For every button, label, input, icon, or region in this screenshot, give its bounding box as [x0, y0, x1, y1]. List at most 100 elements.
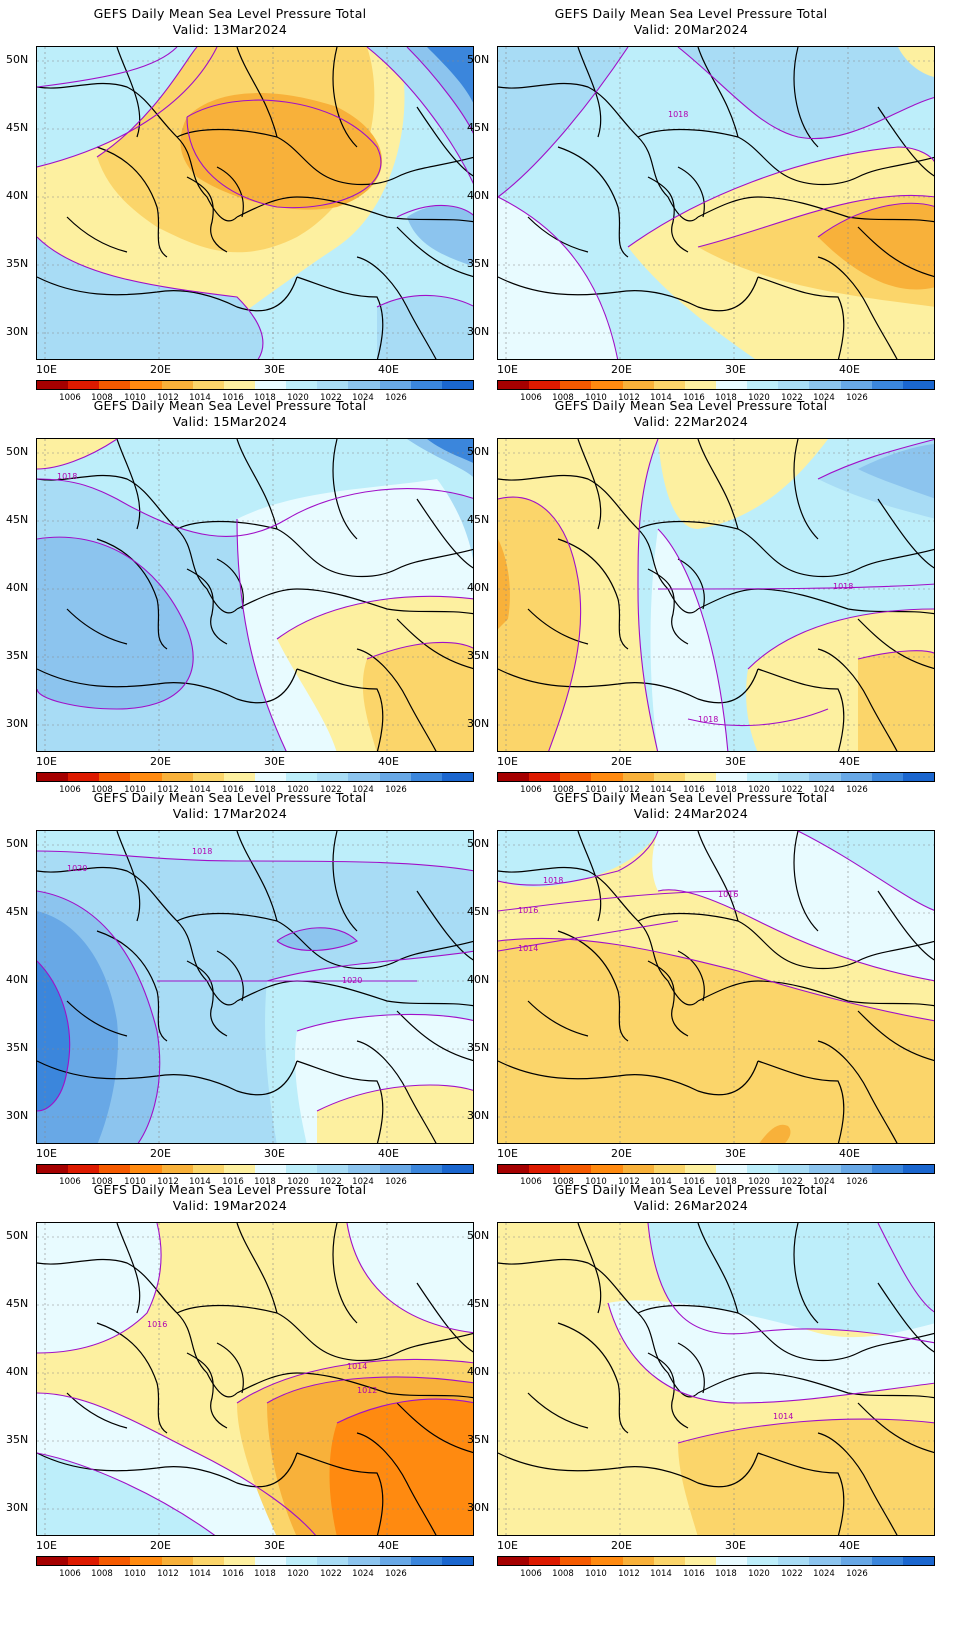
lon-label: 40E: [378, 1147, 399, 1160]
colorbar-swatch: [840, 773, 872, 781]
colorbar-label: 1018: [254, 393, 276, 403]
isobar-label: 1018: [668, 110, 688, 119]
coastline: [793, 439, 819, 540]
coastline: [66, 608, 128, 645]
panel-valid-date: Valid: 22Mar2024: [633, 414, 749, 429]
colorbar-swatch: [622, 1557, 654, 1565]
isobar-label: 1018: [543, 876, 563, 885]
colorbar-swatch: [591, 381, 623, 389]
colorbar-label: 1024: [352, 1569, 374, 1579]
colorbar-swatch: [68, 1165, 100, 1173]
colorbar-label: 1024: [352, 785, 374, 795]
colorbar: [497, 380, 935, 390]
coastline: [356, 1040, 437, 1143]
colorbar-label: 1014: [189, 393, 211, 403]
colorbar-label: 1006: [520, 1177, 542, 1187]
colorbar-swatch: [622, 381, 654, 389]
isobar-line: [817, 202, 934, 238]
lon-label: 10E: [36, 1539, 57, 1552]
colorbar-label: 1012: [618, 785, 640, 795]
colorbar-swatch: [809, 773, 841, 781]
pressure-map: [36, 46, 474, 360]
isobar-line: [37, 960, 71, 1112]
coastline: [416, 890, 473, 961]
colorbar-swatch: [498, 381, 530, 389]
lat-label: 45N: [467, 905, 490, 918]
colorbar-swatch: [715, 1557, 748, 1565]
colorbar-swatch: [809, 1165, 841, 1173]
coastline: [396, 618, 473, 670]
lat-label: 30N: [467, 1501, 490, 1514]
map-panel: GEFS Daily Mean Sea Level Pressure Total…: [0, 1176, 474, 1582]
lat-label: 40N: [6, 189, 29, 202]
coastline: [66, 1000, 128, 1037]
panel-valid-date: Valid: 19Mar2024: [172, 1198, 288, 1213]
isobar-label: 1012: [357, 1386, 377, 1395]
isobar-line: [37, 47, 218, 168]
isobar-label: 1014: [347, 1362, 367, 1371]
coastline: [356, 256, 437, 359]
isobar-line: [346, 1223, 473, 1334]
isobar-line: [37, 850, 473, 872]
coastline: [176, 1304, 473, 1362]
colorbar-swatch: [560, 1557, 592, 1565]
colorbar: [36, 1556, 474, 1566]
lon-label: 30E: [725, 363, 746, 376]
isobar-line: [296, 1013, 473, 1032]
coastline: [647, 960, 689, 1037]
lat-label: 50N: [467, 837, 490, 850]
coastline: [757, 668, 845, 751]
colorbar-label: 1022: [320, 1177, 342, 1187]
lat-label: 50N: [6, 53, 29, 66]
coastline: [757, 276, 845, 359]
coastline: [557, 146, 629, 258]
coastline: [416, 498, 473, 569]
coastline: [877, 1282, 934, 1353]
isobar-line: [406, 47, 473, 134]
isobar-line: [37, 1223, 162, 1354]
lat-label: 45N: [467, 513, 490, 526]
pressure-fill-region: [818, 203, 934, 290]
colorbar-label: 1026: [385, 1569, 407, 1579]
colorbar-label: 1018: [715, 1177, 737, 1187]
isobar-line: [37, 478, 473, 537]
colorbar-label: 1014: [650, 1569, 672, 1579]
colorbar-swatch: [254, 1557, 287, 1565]
pressure-fill-region: [427, 439, 473, 463]
pressure-map-svg: [37, 47, 473, 359]
colorbar-swatch: [840, 1165, 872, 1173]
colorbar: [497, 1556, 935, 1566]
colorbar-label: 1022: [781, 1177, 803, 1187]
pressure-map-svg: 1016 1014 1012: [37, 1223, 473, 1535]
lat-label: 50N: [6, 1229, 29, 1242]
lon-label: 20E: [150, 363, 171, 376]
colorbar-label: 1008: [91, 393, 113, 403]
coastline: [757, 1452, 845, 1535]
lon-label: 20E: [611, 755, 632, 768]
coastline: [176, 912, 473, 970]
colorbar-swatch: [529, 773, 561, 781]
colorbar-label: 1008: [552, 393, 574, 403]
coastline: [356, 1432, 437, 1535]
colorbar-label: 1012: [157, 1177, 179, 1187]
colorbar-label: 1010: [585, 785, 607, 795]
coastline: [66, 1392, 128, 1429]
colorbar-swatch: [653, 1165, 685, 1173]
pressure-map: 1018 1020 1020: [36, 830, 474, 1144]
coastline: [37, 276, 298, 312]
isobar-label: 1018: [192, 847, 212, 856]
panel-valid-date: Valid: 26Mar2024: [633, 1198, 749, 1213]
isobar-line: [657, 889, 934, 982]
pressure-fill-region: [377, 295, 473, 359]
coastline: [857, 1402, 934, 1454]
panel-title: GEFS Daily Mean Sea Level Pressure Total: [554, 6, 828, 21]
colorbar: [497, 1164, 935, 1174]
colorbar-swatch: [37, 1557, 69, 1565]
coastline: [697, 1372, 934, 1399]
isobar-line: [96, 47, 198, 158]
colorbar-swatch: [68, 1557, 100, 1565]
map-panel: GEFS Daily Mean Sea Level Pressure Total…: [461, 784, 935, 1190]
colorbar-label: 1024: [352, 393, 374, 403]
pressure-map-svg: 1018: [498, 47, 934, 359]
isobar-line: [498, 496, 582, 751]
